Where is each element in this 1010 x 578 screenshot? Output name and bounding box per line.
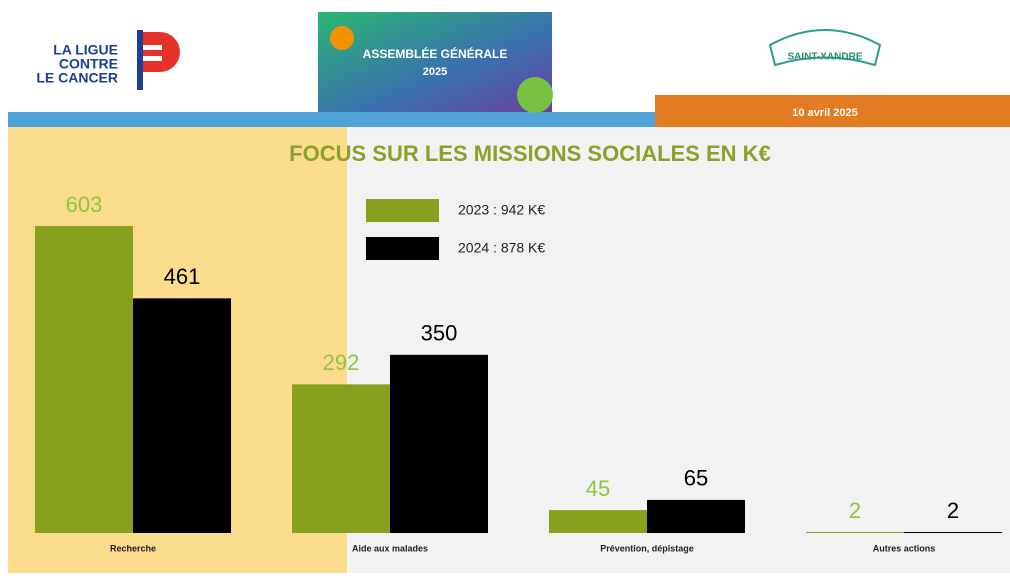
data-label: 2: [947, 498, 959, 523]
data-label: 292: [323, 350, 360, 375]
logo-text: LE CANCER: [36, 70, 118, 86]
banner-flower: [330, 26, 354, 50]
bar: [549, 510, 647, 533]
slide: 10 avril 2025 LA LIGUE CONTRE LE CANCER …: [0, 0, 1010, 573]
blue-band: [8, 112, 655, 127]
logo-mark: [140, 32, 180, 72]
bar: [904, 532, 1002, 533]
bar: [806, 532, 904, 533]
banner-title: ASSEMBLÉE GÉNÉRALE: [363, 46, 508, 61]
bar: [647, 500, 745, 533]
bar: [35, 226, 133, 533]
data-label: 2: [849, 498, 861, 523]
data-label: 603: [66, 192, 103, 217]
bar: [390, 355, 488, 533]
logo-line: [140, 56, 162, 61]
legend-label: 2024 : 878 K€: [458, 240, 545, 256]
date: 10 avril 2025: [792, 107, 857, 119]
logo-bar: [137, 30, 143, 90]
data-label: 45: [586, 476, 610, 501]
x-tick-label: Autres actions: [873, 543, 936, 553]
bar: [292, 384, 390, 533]
legend-label: 2023 : 942 K€: [458, 202, 545, 218]
data-label: 461: [164, 264, 201, 289]
data-label: 350: [421, 321, 458, 346]
x-tick-label: Aide aux malades: [352, 543, 428, 553]
banner: [318, 12, 552, 112]
chart-title: FOCUS SUR LES MISSIONS SOCIALES EN K€: [289, 141, 771, 166]
legend-swatch: [366, 237, 439, 260]
banner-year: 2025: [423, 66, 447, 78]
bar: [133, 298, 231, 533]
data-label: 65: [684, 466, 708, 491]
town-name: SAINT-XANDRE: [787, 52, 862, 63]
logo-line: [140, 45, 162, 50]
x-tick-label: Prévention, dépistage: [600, 543, 694, 553]
banner-flower: [517, 77, 553, 113]
legend-swatch: [366, 199, 439, 222]
x-tick-label: Recherche: [110, 543, 156, 553]
